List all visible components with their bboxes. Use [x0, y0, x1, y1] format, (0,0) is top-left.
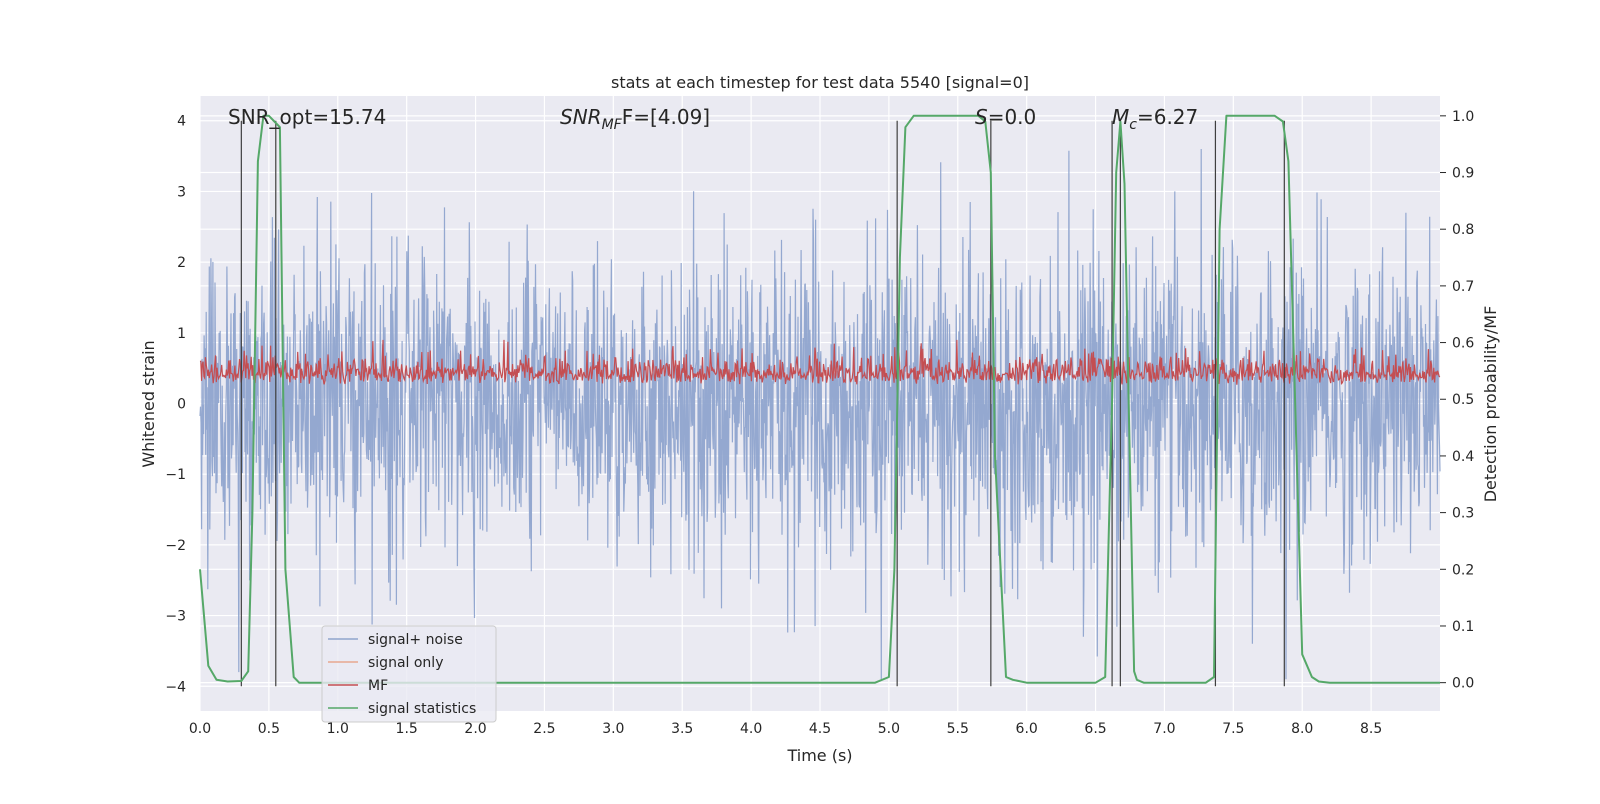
legend-entry-signal-statistics: signal statistics: [328, 701, 476, 717]
x-tick-label: 3.0: [602, 721, 624, 737]
legend-entry-mf: MF: [328, 678, 388, 694]
y-right-tick-label: 0.3: [1452, 506, 1474, 522]
y-left-axis-label: Whitened strain: [139, 340, 158, 467]
x-tick-label: 7.5: [1222, 721, 1244, 737]
x-tick-label: 0.0: [189, 721, 211, 737]
legend-entry-signal-noise: signal+ noise: [328, 632, 463, 648]
y-left-tick-label: 1: [177, 326, 186, 342]
x-tick-label: 5.5: [947, 721, 969, 737]
legend-entry-signal-only: signal only: [328, 655, 443, 671]
y-left-tick-label: 2: [177, 255, 186, 271]
annotation-snr-mf-rest: F=[4.09]: [622, 105, 710, 129]
x-tick-label: 1.0: [327, 721, 349, 737]
x-tick-label: 8.0: [1291, 721, 1313, 737]
x-axis-label: Time (s): [786, 746, 852, 765]
annotation-mc-main: M: [1112, 105, 1129, 129]
annotation-snr-opt: SNR_opt=15.74: [228, 105, 386, 129]
x-tick-label: 5.0: [878, 721, 900, 737]
y-left-axis-ticks: −4 −3 −2 −1 0 1 2 3 4: [165, 114, 186, 696]
annotation-mc-rest: =6.27: [1137, 105, 1198, 129]
y-right-axis-label: Detection probability/MF: [1481, 306, 1500, 503]
annotation-mc-sub: c: [1129, 117, 1137, 133]
legend: signal+ noise signal only MF signal stat…: [321, 625, 497, 723]
annotation-snr-mf-sub: MF: [602, 117, 623, 133]
mf-series: [199, 339, 1441, 385]
y-right-tick-label: 1.0: [1452, 109, 1474, 125]
x-tick-label: 8.5: [1360, 721, 1382, 737]
chart-title: stats at each timestep for test data 554…: [611, 73, 1029, 92]
y-left-tick-label: −2: [165, 538, 186, 554]
series-signal-statistics-line: [199, 114, 1440, 684]
signal-statistics-series: [199, 114, 1440, 684]
annotation-s-rest: =0.0: [988, 105, 1037, 129]
y-left-tick-label: −1: [165, 467, 186, 483]
y-left-tick-label: −4: [165, 679, 186, 695]
y-right-tick-label: 0.2: [1452, 562, 1474, 578]
legend-label-signal-statistics: signal statistics: [368, 701, 476, 717]
x-tick-label: 0.5: [258, 721, 280, 737]
x-axis-ticks: 0.0 0.5 1.0 1.5 2.0 2.5 3.0 3.5 4.0 4.5 5.0 5.5 6.0 6…: [189, 721, 1382, 737]
y-right-tick-label: 0.1: [1452, 619, 1474, 635]
annotation-s-main: S: [975, 105, 988, 129]
y-right-axis-ticks: 0.0 0.1 0.2 0.3 0.4 0.5 0.6 0.7 0.8 0.9 1.0: [1440, 109, 1474, 692]
y-right-tick-label: 0.5: [1452, 392, 1474, 408]
y-right-tick-label: 0.4: [1452, 449, 1474, 465]
legend-label-signal-noise: signal+ noise: [368, 632, 463, 648]
legend-box: [321, 625, 497, 723]
y-left-tick-label: 4: [177, 114, 186, 130]
y-right-tick-label: 0.8: [1452, 222, 1474, 238]
y-right-tick-label: 0.9: [1452, 166, 1474, 182]
x-tick-label: 4.0: [740, 721, 762, 737]
y-left-tick-label: −3: [165, 609, 186, 625]
x-tick-label: 2.0: [464, 721, 486, 737]
x-tick-label: 6.5: [1084, 721, 1106, 737]
y-right-tick-label: 0.0: [1452, 676, 1474, 692]
x-tick-label: 6.0: [1016, 721, 1038, 737]
series-mf-line: [199, 339, 1441, 385]
legend-label-signal-only: signal only: [368, 655, 443, 671]
annotation-mc: Mc=6.27: [1112, 105, 1198, 133]
y-left-tick-label: 3: [177, 184, 186, 200]
x-tick-label: 1.5: [396, 721, 418, 737]
x-tick-label: 7.0: [1153, 721, 1175, 737]
x-tick-label: 4.5: [809, 721, 831, 737]
x-tick-label: 2.5: [533, 721, 555, 737]
y-right-tick-label: 0.6: [1452, 336, 1474, 352]
annotation-snr-mf: SNRMFF=[4.09]: [560, 105, 710, 133]
x-tick-label: 3.5: [671, 721, 693, 737]
legend-label-mf: MF: [368, 678, 388, 694]
annotation-snr-mf-main: SNR: [560, 105, 602, 129]
annotation-s: S=0.0: [975, 105, 1036, 129]
y-left-tick-label: 0: [177, 397, 186, 413]
y-right-tick-label: 0.7: [1452, 279, 1474, 295]
